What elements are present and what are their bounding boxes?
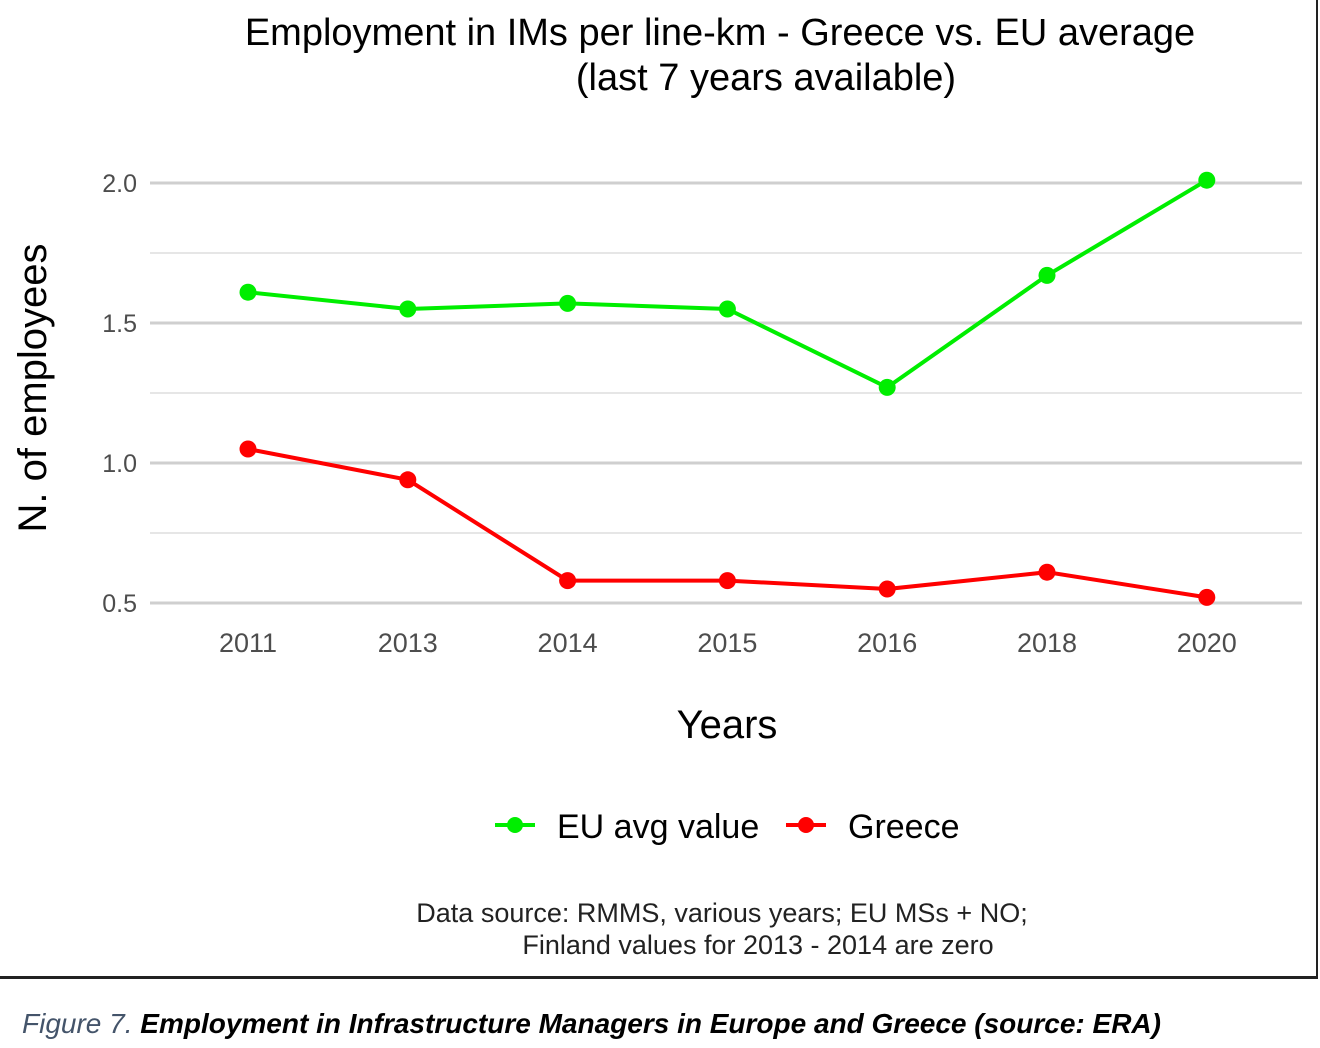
chart-frame (0, 0, 1318, 979)
x-tick-label: 2011 (219, 628, 277, 658)
figure-label: Figure 7. (22, 1008, 133, 1039)
data-point-greece (239, 440, 257, 458)
data-point-greece (718, 572, 736, 590)
figure-caption-text: Employment in Infrastructure Managers in… (132, 1008, 1161, 1039)
data-point-eu (878, 378, 896, 396)
x-tick-label: 2018 (1017, 628, 1077, 658)
y-tick-label: 1.5 (102, 310, 137, 338)
data-point-greece (559, 572, 577, 590)
data-point-greece (399, 471, 417, 489)
data-point-eu (1198, 171, 1216, 189)
legend-eu-label: EU avg value (557, 808, 759, 846)
data-point-eu (1038, 266, 1056, 284)
data-point-eu (559, 294, 577, 312)
data-point-greece (878, 580, 896, 598)
x-tick-label: 2015 (697, 628, 757, 658)
chart-title: Employment in IMs per line-km - Greece v… (245, 12, 1195, 54)
y-axis-label: N. of employees (11, 243, 55, 532)
line-chart: Employment in IMs per line-km - Greece v… (11, 12, 1302, 960)
data-point-eu (718, 300, 736, 318)
data-point-greece (1038, 563, 1056, 581)
x-tick-label: 2013 (378, 628, 438, 658)
data-point-eu (399, 300, 417, 318)
y-tick-label: 1.0 (102, 450, 137, 478)
x-tick-label: 2016 (857, 628, 917, 658)
x-tick-label: 2020 (1177, 628, 1237, 658)
data-point-greece (1198, 588, 1216, 606)
x-tick-label: 2014 (538, 628, 598, 658)
data-source-note-2: Finland values for 2013 - 2014 are zero (522, 930, 993, 960)
data-source-note-1: Data source: RMMS, various years; EU MSs… (416, 898, 1027, 928)
chart-subtitle: (last 7 years available) (576, 57, 956, 99)
data-point-eu (239, 283, 257, 301)
legend-greece-label: Greece (848, 808, 960, 846)
figure-caption: Figure 7. Employment in Infrastructure M… (22, 1008, 1161, 1040)
y-tick-label: 2.0 (102, 170, 137, 198)
legend-eu-marker (507, 817, 523, 833)
legend: EU avg value Greece (495, 808, 960, 846)
x-axis-label: Years (677, 703, 778, 747)
legend-greece-marker (798, 817, 814, 833)
y-tick-label: 0.5 (102, 590, 137, 618)
series-line-eu (247, 178, 1208, 390)
